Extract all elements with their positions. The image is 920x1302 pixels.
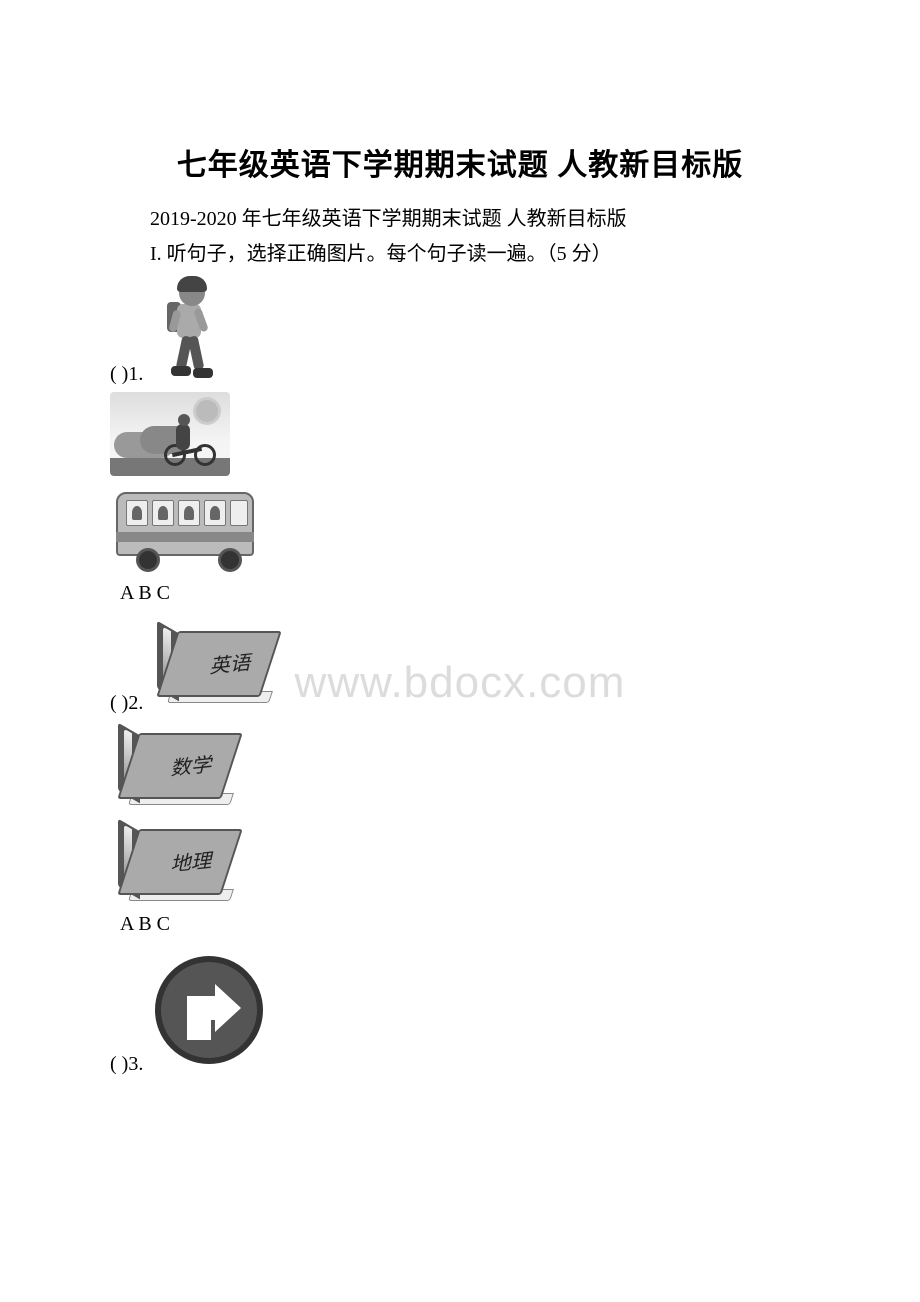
question-2: ( )2. 英语 数学 地理 A B C: [110, 619, 810, 936]
subtitle-line: 2019-2020 年七年级英语下学期期末试题 人教新目标版: [110, 202, 810, 231]
book-english-icon: 英语: [149, 619, 279, 709]
q1-choice-labels: A B C: [120, 582, 810, 605]
q3-row-a: ( )3.: [110, 950, 810, 1076]
turn-right-sign-icon: [149, 950, 269, 1070]
book-geography-icon: 地理: [110, 817, 240, 907]
q2-choice-labels: A B C: [120, 913, 810, 936]
q2-number: ( )2.: [110, 692, 143, 715]
question-3: ( )3.: [110, 950, 810, 1076]
bus-icon: [110, 482, 260, 576]
q1-row-a: ( )1.: [110, 276, 810, 386]
document-content: 七年级英语下学期期末试题 人教新目标版 2019-2020 年七年级英语下学期期…: [110, 140, 810, 1076]
book-math-icon: 数学: [110, 721, 240, 811]
boy-walking-icon: [149, 276, 223, 380]
q2-row-a: ( )2. 英语: [110, 619, 810, 715]
boy-biking-icon: [110, 392, 230, 476]
q3-number: ( )3.: [110, 1053, 143, 1076]
q1-number: ( )1.: [110, 363, 143, 386]
page-title: 七年级英语下学期期末试题 人教新目标版: [110, 140, 810, 184]
section-instruction: I. 听句子，选择正确图片。每个句子读一遍。（5 分）: [110, 237, 810, 266]
question-1: ( )1. A B C: [110, 276, 810, 605]
